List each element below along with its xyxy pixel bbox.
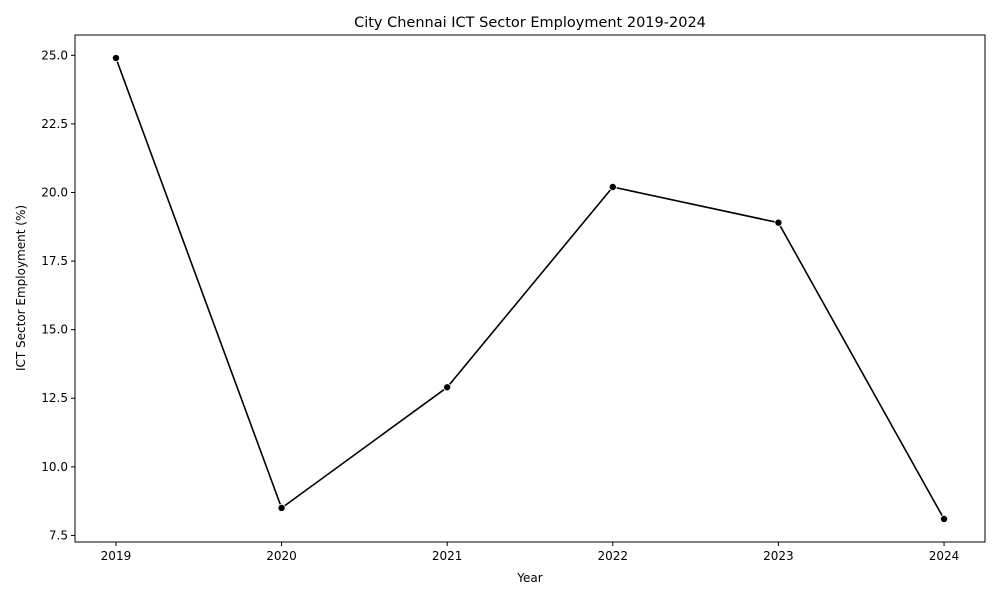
data-point [774, 218, 783, 227]
data-point [277, 503, 286, 512]
y-tick-label: 25.0 [41, 48, 68, 62]
y-axis-title: ICT Sector Employment (%) [14, 205, 28, 371]
plot-frame [74, 34, 986, 543]
data-point [940, 514, 949, 523]
x-tick-label: 2024 [929, 549, 960, 563]
y-tick-label: 17.5 [41, 254, 68, 268]
x-tick-label: 2020 [266, 549, 297, 563]
series-line [115, 57, 945, 520]
x-tick-label: 2021 [432, 549, 463, 563]
data-point [443, 383, 452, 392]
y-tick-label: 12.5 [41, 391, 68, 405]
plot-area: 7.5 10.0 12.5 15.0 17.5 20.0 22.5 25.0 2019 2020 2… [41, 34, 986, 563]
y-tick-label: 7.5 [49, 528, 68, 542]
y-tick-label: 15.0 [41, 323, 68, 337]
y-tick-label: 10.0 [41, 460, 68, 474]
y-tick-label: 22.5 [41, 117, 68, 131]
x-tick-label: 2022 [598, 549, 629, 563]
chart-title: City Chennai ICT Sector Employment 2019-… [354, 15, 706, 31]
y-tick-label: 20.0 [41, 185, 68, 199]
data-point [111, 54, 120, 63]
x-axis-title: Year [516, 571, 542, 585]
x-tick-label: 2019 [101, 549, 132, 563]
x-tick-label: 2023 [763, 549, 794, 563]
data-point [608, 182, 617, 191]
